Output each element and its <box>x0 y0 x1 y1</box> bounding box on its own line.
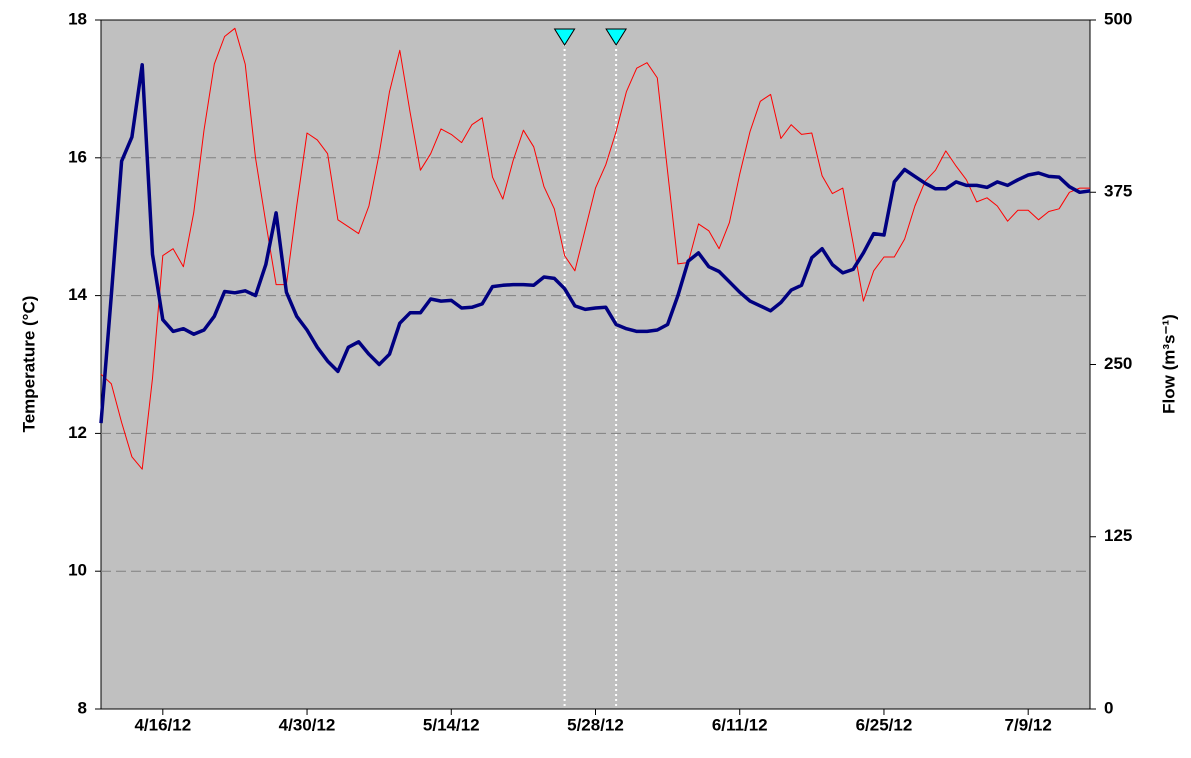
x-tick-label: 5/14/12 <box>423 715 480 734</box>
y2-tick-label: 0 <box>1104 698 1113 717</box>
x-tick-label: 7/9/12 <box>1005 715 1052 734</box>
y-tick-label: 18 <box>68 9 87 28</box>
y-tick-label: 14 <box>68 285 87 304</box>
x-tick-label: 5/28/12 <box>567 715 624 734</box>
y2-tick-label: 250 <box>1104 354 1132 373</box>
x-tick-label: 6/25/12 <box>856 715 913 734</box>
x-tick-label: 6/11/12 <box>712 715 768 734</box>
event-marker <box>553 28 576 46</box>
y-axis-label: Temperature (°C) <box>19 296 38 433</box>
y2-tick-label: 125 <box>1104 526 1132 545</box>
plot-area <box>100 19 1091 710</box>
event-marker <box>605 28 628 46</box>
x-tick-label: 4/30/12 <box>279 715 336 734</box>
y2-axis-label: Flow (m³s⁻¹) <box>1159 314 1178 414</box>
y-tick-label: 12 <box>68 423 87 442</box>
y-tick-label: 8 <box>78 698 87 717</box>
y2-tick-label: 500 <box>1104 9 1132 28</box>
y-tick-label: 16 <box>68 147 87 166</box>
x-tick-label: 4/16/12 <box>134 715 191 734</box>
y-tick-label: 10 <box>68 561 87 580</box>
series-line <box>99 63 1091 424</box>
y2-tick-label: 375 <box>1104 182 1132 201</box>
